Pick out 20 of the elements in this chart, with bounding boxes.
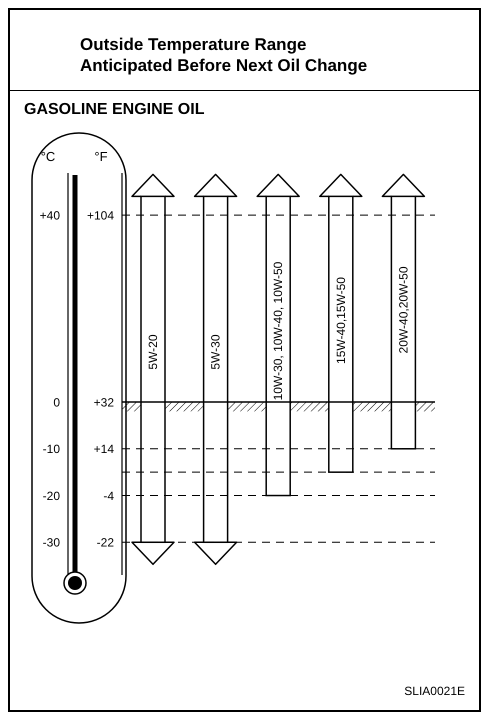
chart-subtitle: GASOLINE ENGINE OIL (23, 100, 206, 119)
y-tick-label: -10 (42, 442, 60, 456)
x-tick-label: 10W-30, 10W-40, 10W-50 (271, 261, 286, 400)
y2-tick-label: -4 (103, 488, 114, 503)
y2-tick-label: +104 (86, 208, 114, 222)
x-tick-label: 15W-40,15W-50 (334, 276, 348, 364)
y-tick-label: +40 (40, 208, 60, 222)
y2-axis-title: °F (94, 149, 108, 164)
y-tick-label: 0 (53, 395, 60, 410)
x-tick-label: 20W-40,20W-50 (396, 266, 410, 354)
chart-title: Outside Temperature Range Anticipated Before Next Oil Change (79, 34, 368, 76)
y2-tick-label: +14 (94, 442, 114, 456)
text: SLIA0021E (404, 684, 465, 698)
y-axis-title: °C (40, 149, 56, 164)
y-tick-label: -30 (42, 536, 60, 550)
y-tick-label: -20 (42, 488, 60, 503)
x-tick-label: 5W-30 (208, 334, 223, 370)
y2-tick-label: +32 (94, 395, 114, 410)
y2-tick-label: -22 (96, 536, 114, 550)
x-tick-label: 5W-20 (146, 334, 160, 370)
